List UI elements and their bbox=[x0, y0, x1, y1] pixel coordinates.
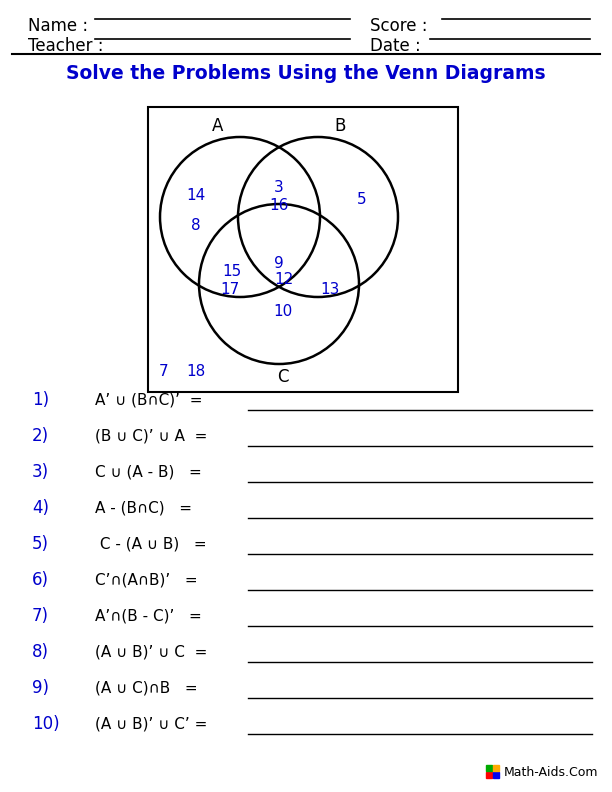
Text: (B ∪ C)’ ∪ A  =: (B ∪ C)’ ∪ A = bbox=[95, 428, 207, 444]
Bar bbox=[486, 772, 492, 778]
Text: 15: 15 bbox=[222, 265, 242, 280]
Text: A’∩(B - C)’   =: A’∩(B - C)’ = bbox=[95, 608, 202, 623]
Text: 16: 16 bbox=[269, 197, 289, 212]
Bar bbox=[486, 765, 492, 771]
Text: (A ∪ C)∩B   =: (A ∪ C)∩B = bbox=[95, 680, 198, 695]
Text: 4): 4) bbox=[32, 499, 49, 517]
Text: 10): 10) bbox=[32, 715, 59, 733]
Text: 10: 10 bbox=[274, 304, 293, 319]
Text: 5): 5) bbox=[32, 535, 49, 553]
Text: C ∪ (A - B)   =: C ∪ (A - B) = bbox=[95, 464, 202, 479]
Text: Math-Aids.Com: Math-Aids.Com bbox=[504, 766, 599, 779]
Text: 14: 14 bbox=[187, 188, 206, 203]
Text: B: B bbox=[334, 117, 346, 135]
Text: Date :: Date : bbox=[370, 37, 421, 55]
Text: 5: 5 bbox=[357, 192, 367, 207]
Text: (A ∪ B)’ ∪ C  =: (A ∪ B)’ ∪ C = bbox=[95, 645, 207, 660]
Text: Score :: Score : bbox=[370, 17, 428, 35]
Text: A - (B∩C)   =: A - (B∩C) = bbox=[95, 501, 192, 516]
Text: 17: 17 bbox=[220, 283, 240, 298]
Text: 3: 3 bbox=[274, 180, 284, 195]
Text: Teacher :: Teacher : bbox=[28, 37, 103, 55]
Text: 12: 12 bbox=[274, 272, 294, 287]
Text: C - (A ∪ B)   =: C - (A ∪ B) = bbox=[95, 536, 207, 551]
Bar bbox=[148, 107, 458, 392]
Text: 1): 1) bbox=[32, 391, 49, 409]
Text: 6): 6) bbox=[32, 571, 49, 589]
Text: 9: 9 bbox=[274, 257, 284, 272]
Bar bbox=[493, 772, 499, 778]
Text: 13: 13 bbox=[320, 281, 340, 296]
Text: 9): 9) bbox=[32, 679, 49, 697]
Text: 3): 3) bbox=[32, 463, 49, 481]
Text: A: A bbox=[212, 117, 224, 135]
Text: Solve the Problems Using the Venn Diagrams: Solve the Problems Using the Venn Diagra… bbox=[66, 64, 546, 83]
Bar bbox=[493, 765, 499, 771]
Text: C: C bbox=[277, 368, 289, 386]
Text: 7): 7) bbox=[32, 607, 49, 625]
Text: 2): 2) bbox=[32, 427, 49, 445]
Text: C’∩(A∩B)’   =: C’∩(A∩B)’ = bbox=[95, 573, 198, 588]
Text: 8): 8) bbox=[32, 643, 49, 661]
Text: 7: 7 bbox=[159, 364, 169, 379]
Text: 8: 8 bbox=[191, 218, 201, 233]
Text: 18: 18 bbox=[187, 364, 206, 379]
Text: (A ∪ B)’ ∪ C’ =: (A ∪ B)’ ∪ C’ = bbox=[95, 717, 207, 732]
Text: Name :: Name : bbox=[28, 17, 88, 35]
Text: A’ ∪ (B∩C)’  =: A’ ∪ (B∩C)’ = bbox=[95, 393, 203, 408]
